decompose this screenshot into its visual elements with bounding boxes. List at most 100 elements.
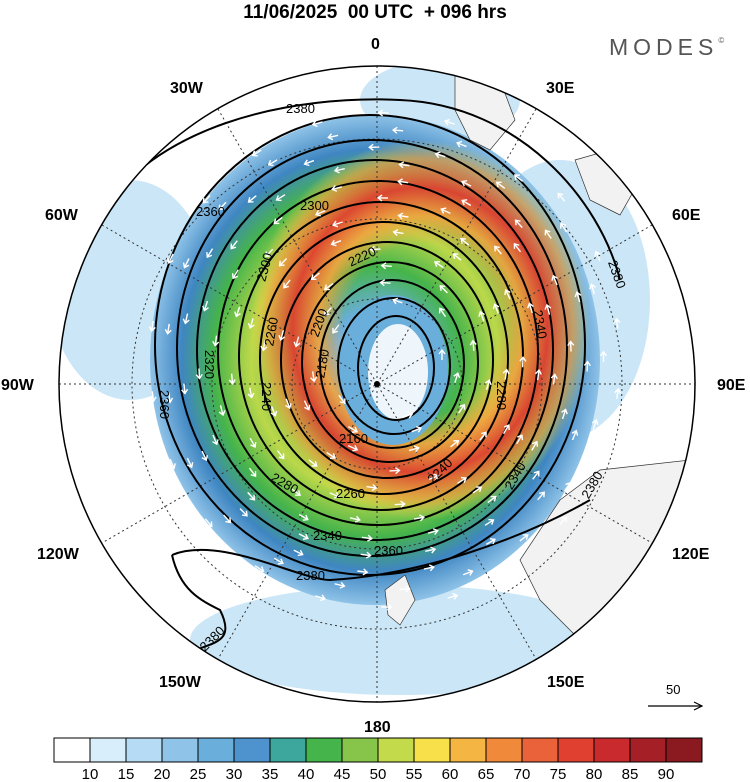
contour-label: 2300: [300, 198, 329, 213]
wind-arrow: [574, 291, 582, 303]
wind-arrow: [283, 279, 291, 289]
wind-arrow: [458, 403, 466, 414]
wind-arrow: [381, 603, 393, 611]
wind-arrow: [402, 411, 414, 419]
colorbar-swatch: [341, 737, 379, 763]
wind-arrow: [380, 262, 392, 270]
colorbar-swatch: [485, 737, 523, 763]
contour-2320: [196, 159, 554, 541]
contour-2280: [238, 201, 524, 511]
wind-arrow: [334, 581, 346, 589]
wind-arrow: [206, 248, 214, 259]
colorbar-tick-label: 10: [82, 766, 99, 782]
wind-arrow: [247, 195, 257, 203]
wind-arrow: [438, 307, 447, 318]
wind-arrow: [439, 285, 448, 294]
wind-arrow: [495, 181, 506, 189]
wind-arrow: [251, 149, 262, 157]
wind-arrow: [613, 317, 621, 329]
wind-arrow: [186, 457, 194, 469]
contour-label: 2260: [336, 486, 365, 501]
wind-arrow: [563, 481, 572, 492]
wind-arrow: [166, 392, 174, 404]
wind-arrow: [469, 339, 477, 351]
map-title: 11/06/2025 00 UTC + 096 hrs: [243, 2, 507, 23]
wind-arrow: [447, 592, 459, 600]
wind-arrow: [218, 201, 227, 211]
colorbar-swatch: [53, 737, 91, 763]
wind-arrow: [148, 320, 156, 333]
reference-vector-label: 50: [666, 682, 680, 697]
lon-label-30w: 30W: [170, 80, 204, 97]
colorbar-swatch: [161, 737, 199, 763]
wind-arrow: [360, 551, 372, 559]
wind-arrow: [348, 426, 359, 433]
wind-arrow: [293, 336, 301, 348]
lon-label-180: 180: [364, 719, 391, 736]
wind-arrow: [589, 283, 596, 295]
wind-arrow: [228, 373, 236, 385]
wind-arrow: [428, 473, 440, 481]
colorbar-tick-label: 40: [298, 766, 315, 782]
colorbar-tick-label: 60: [442, 766, 459, 782]
wind-arrow: [376, 194, 389, 202]
wind-arrow: [583, 360, 591, 372]
wind-arrow: [443, 118, 455, 126]
wind-arrow: [311, 120, 323, 128]
copyright-mark: ©: [718, 36, 725, 45]
colorbar-swatch: [413, 737, 451, 763]
wind-arrow: [508, 563, 519, 571]
wind-arrow: [413, 514, 425, 522]
wind-arrow: [614, 387, 622, 400]
wind-arrow: [201, 450, 209, 462]
wind-arrow: [223, 514, 232, 524]
wind-arrow: [557, 192, 566, 202]
wind-arrow: [550, 373, 558, 385]
contour-2380-south: [171, 499, 591, 582]
colorbar-tick-label: 35: [262, 766, 279, 782]
wind-arrow: [461, 199, 472, 207]
wind-arrow: [438, 348, 446, 360]
wind-arrow: [195, 368, 203, 380]
colorbar-tick-label: 65: [478, 766, 495, 782]
colorbar-swatch: [665, 737, 703, 763]
wind-arrow: [182, 313, 190, 325]
wind-arrow: [276, 450, 285, 460]
wind-arrow: [285, 398, 292, 410]
wind-arrow: [315, 594, 327, 602]
wind-arrow: [327, 133, 339, 141]
contour-2200: [319, 279, 465, 449]
wind-arrow: [397, 212, 409, 220]
colorbar-swatch: [197, 737, 235, 763]
colorbar-swatch: [233, 737, 271, 763]
contour-2340: [176, 139, 568, 557]
wind-arrow: [544, 303, 552, 315]
wind-arrow: [149, 391, 157, 403]
wind-arrow: [494, 245, 502, 255]
wind-arrow: [551, 274, 558, 286]
contour-2360: [154, 114, 586, 576]
wind-arrow: [391, 297, 403, 305]
wind-arrow: [527, 302, 534, 314]
colorbar-tick-label: 90: [658, 766, 675, 782]
wind-arrow: [559, 222, 568, 233]
wind-arrow: [298, 533, 309, 540]
wind-arrow: [164, 323, 172, 335]
wind-arrow: [599, 350, 608, 362]
wind-arrow: [247, 491, 256, 501]
wind-arrow: [391, 126, 404, 134]
wind-arrow: [333, 166, 345, 174]
wind-arrow: [254, 565, 265, 573]
wind-arrow: [514, 219, 523, 229]
wind-arrow: [218, 405, 226, 417]
contour-2220: [301, 261, 479, 463]
contour-2300: [217, 180, 539, 526]
vortex-calm-core: [368, 324, 428, 420]
wind-arrow: [368, 143, 380, 151]
wind-arrow: [561, 408, 568, 420]
lon-label-90w: 90W: [1, 377, 35, 394]
wind-arrow: [273, 216, 283, 225]
wind-arrow: [537, 491, 546, 501]
wind-arrow: [169, 458, 176, 470]
lon-label-90e: 90E: [717, 377, 746, 394]
